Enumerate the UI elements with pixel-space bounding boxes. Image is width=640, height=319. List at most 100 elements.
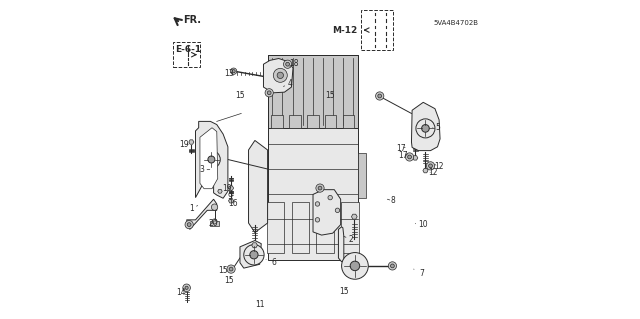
Polygon shape xyxy=(268,55,358,128)
Text: 8: 8 xyxy=(387,196,395,205)
Circle shape xyxy=(268,91,271,95)
Polygon shape xyxy=(343,115,355,128)
Polygon shape xyxy=(313,190,340,235)
Circle shape xyxy=(277,72,284,78)
Circle shape xyxy=(185,286,188,289)
Text: 1: 1 xyxy=(189,204,198,213)
Circle shape xyxy=(229,267,233,271)
Text: 2: 2 xyxy=(344,235,353,244)
Polygon shape xyxy=(218,189,222,193)
Polygon shape xyxy=(268,55,358,260)
Text: 15: 15 xyxy=(218,265,228,275)
Polygon shape xyxy=(211,221,220,226)
Polygon shape xyxy=(423,168,428,173)
Text: FR.: FR. xyxy=(184,15,202,25)
Text: 15: 15 xyxy=(224,276,234,285)
Circle shape xyxy=(232,70,235,73)
Polygon shape xyxy=(325,115,337,128)
Circle shape xyxy=(230,68,237,74)
Text: 15: 15 xyxy=(340,287,349,296)
Polygon shape xyxy=(358,153,366,197)
Circle shape xyxy=(250,251,258,259)
Text: 15: 15 xyxy=(235,92,244,100)
Text: 12: 12 xyxy=(434,162,444,171)
Text: 17: 17 xyxy=(397,144,406,153)
Polygon shape xyxy=(228,199,234,203)
Polygon shape xyxy=(228,186,234,190)
Circle shape xyxy=(244,245,264,265)
Circle shape xyxy=(265,89,273,97)
Polygon shape xyxy=(289,115,301,128)
Circle shape xyxy=(211,204,218,210)
Polygon shape xyxy=(240,241,261,268)
Circle shape xyxy=(328,196,332,200)
Polygon shape xyxy=(307,115,319,128)
Text: M-12: M-12 xyxy=(332,26,358,34)
Text: 9: 9 xyxy=(227,192,234,202)
Text: 10: 10 xyxy=(415,220,428,229)
Circle shape xyxy=(185,220,193,229)
Circle shape xyxy=(422,124,429,132)
Circle shape xyxy=(212,219,217,224)
Circle shape xyxy=(405,153,413,161)
Circle shape xyxy=(227,265,235,273)
Circle shape xyxy=(318,186,322,190)
Text: 19: 19 xyxy=(180,140,189,149)
Text: 15: 15 xyxy=(325,92,335,100)
Polygon shape xyxy=(339,227,344,262)
Circle shape xyxy=(388,262,397,270)
Bar xyxy=(361,10,393,50)
Circle shape xyxy=(376,92,384,100)
Circle shape xyxy=(188,223,191,226)
Text: 3: 3 xyxy=(200,165,210,174)
Polygon shape xyxy=(292,202,309,253)
Text: 19: 19 xyxy=(222,184,232,193)
Bar xyxy=(173,42,200,67)
Polygon shape xyxy=(189,140,194,144)
Polygon shape xyxy=(267,202,284,253)
Circle shape xyxy=(273,68,287,82)
Polygon shape xyxy=(264,58,293,93)
Circle shape xyxy=(208,156,215,163)
Text: 7: 7 xyxy=(413,269,424,278)
Circle shape xyxy=(426,162,435,170)
Circle shape xyxy=(284,60,292,68)
Circle shape xyxy=(316,218,320,222)
Polygon shape xyxy=(252,243,257,248)
Circle shape xyxy=(429,164,433,168)
Text: 13: 13 xyxy=(225,69,234,78)
Polygon shape xyxy=(316,202,334,253)
Circle shape xyxy=(416,119,435,138)
Text: 5VA4B4702B: 5VA4B4702B xyxy=(434,20,479,26)
Text: 5: 5 xyxy=(433,123,440,132)
Text: 14: 14 xyxy=(176,288,186,297)
Text: 11: 11 xyxy=(255,300,264,309)
Circle shape xyxy=(390,264,394,268)
Text: 12: 12 xyxy=(428,168,438,177)
Text: 17: 17 xyxy=(399,151,408,160)
Circle shape xyxy=(408,155,412,159)
Polygon shape xyxy=(248,140,268,233)
Circle shape xyxy=(316,202,320,206)
Text: 18: 18 xyxy=(289,59,299,68)
Text: 20: 20 xyxy=(209,219,218,228)
Polygon shape xyxy=(412,102,440,151)
Polygon shape xyxy=(271,115,283,128)
Circle shape xyxy=(183,284,191,292)
Text: 4: 4 xyxy=(284,79,292,88)
Text: 16: 16 xyxy=(228,199,237,208)
Circle shape xyxy=(342,253,368,279)
Polygon shape xyxy=(200,128,218,189)
Polygon shape xyxy=(195,122,228,198)
Polygon shape xyxy=(187,199,217,229)
Circle shape xyxy=(285,62,289,66)
Polygon shape xyxy=(341,202,359,253)
Polygon shape xyxy=(413,156,418,160)
Circle shape xyxy=(350,261,360,271)
Text: E-6-1: E-6-1 xyxy=(175,45,201,55)
Polygon shape xyxy=(351,214,357,219)
Circle shape xyxy=(202,151,220,168)
Text: 6: 6 xyxy=(266,258,276,267)
Circle shape xyxy=(316,184,324,192)
Circle shape xyxy=(335,208,340,212)
